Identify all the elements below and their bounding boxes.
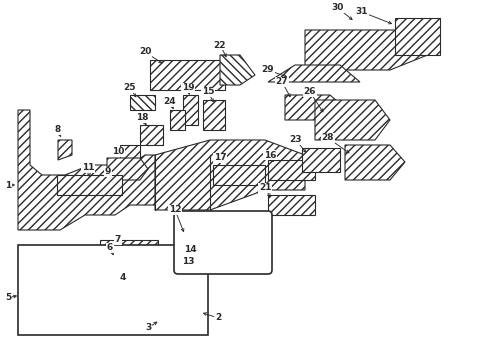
Text: 31: 31 <box>355 8 367 17</box>
Polygon shape <box>170 110 184 130</box>
Text: 3: 3 <box>144 324 151 333</box>
Text: 13: 13 <box>182 257 194 266</box>
Text: 6: 6 <box>107 243 113 252</box>
Polygon shape <box>150 60 224 90</box>
Text: 5: 5 <box>5 293 11 302</box>
Polygon shape <box>183 248 222 268</box>
Text: 29: 29 <box>261 66 274 75</box>
Text: 27: 27 <box>275 77 288 86</box>
Text: 2: 2 <box>214 314 221 323</box>
Polygon shape <box>203 100 224 130</box>
Polygon shape <box>213 165 264 185</box>
Polygon shape <box>20 260 60 325</box>
Text: 25: 25 <box>123 84 136 93</box>
Polygon shape <box>155 140 305 210</box>
Polygon shape <box>183 95 198 125</box>
Polygon shape <box>120 145 140 162</box>
Text: 1: 1 <box>5 180 11 189</box>
Polygon shape <box>90 248 148 262</box>
Text: 20: 20 <box>139 48 151 57</box>
Polygon shape <box>345 145 404 180</box>
Polygon shape <box>305 30 439 70</box>
Text: 16: 16 <box>263 150 276 159</box>
Text: 18: 18 <box>136 113 148 122</box>
Text: 17: 17 <box>213 153 226 162</box>
Text: 28: 28 <box>321 134 334 143</box>
Text: 10: 10 <box>112 148 124 157</box>
Polygon shape <box>314 100 389 140</box>
Polygon shape <box>267 65 359 82</box>
Bar <box>18 245 207 335</box>
Polygon shape <box>183 220 264 255</box>
Text: 24: 24 <box>163 98 176 107</box>
Polygon shape <box>140 125 163 145</box>
Polygon shape <box>107 158 148 180</box>
Text: 14: 14 <box>183 246 196 255</box>
Polygon shape <box>90 260 164 285</box>
Text: 19: 19 <box>182 84 194 93</box>
Text: 12: 12 <box>168 206 181 215</box>
Text: 23: 23 <box>289 135 302 144</box>
Text: 21: 21 <box>258 184 271 193</box>
Polygon shape <box>220 55 254 85</box>
Text: 22: 22 <box>213 40 226 49</box>
Text: 15: 15 <box>202 87 214 96</box>
Text: 8: 8 <box>55 126 61 135</box>
Polygon shape <box>57 175 122 195</box>
Polygon shape <box>267 160 314 180</box>
Text: 26: 26 <box>303 87 316 96</box>
Text: 7: 7 <box>115 235 121 244</box>
FancyBboxPatch shape <box>174 211 271 274</box>
Polygon shape <box>18 110 209 230</box>
Polygon shape <box>58 140 72 160</box>
Polygon shape <box>394 18 439 55</box>
Text: 4: 4 <box>120 274 126 283</box>
Text: 9: 9 <box>104 167 111 176</box>
Polygon shape <box>55 295 204 320</box>
Polygon shape <box>267 195 314 215</box>
Text: 30: 30 <box>331 4 344 13</box>
Polygon shape <box>302 148 339 172</box>
Polygon shape <box>130 95 155 110</box>
Text: 11: 11 <box>81 163 94 172</box>
Polygon shape <box>100 240 158 252</box>
Polygon shape <box>285 95 345 120</box>
